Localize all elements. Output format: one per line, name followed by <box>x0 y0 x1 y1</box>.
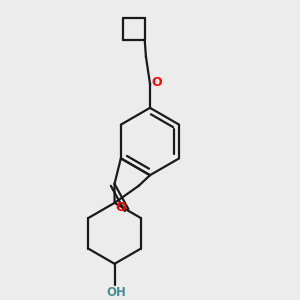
Text: OH: OH <box>106 286 126 299</box>
Text: O: O <box>152 76 162 89</box>
Text: O: O <box>115 201 126 214</box>
